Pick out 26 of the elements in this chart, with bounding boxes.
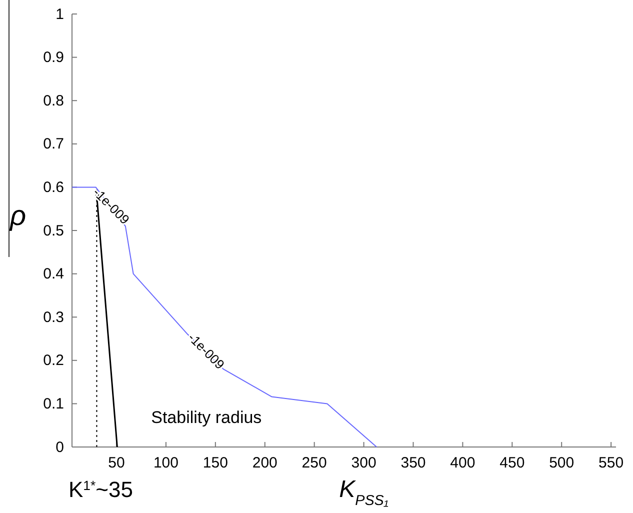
y-tick-label: 0.1 [43, 396, 64, 412]
x-tick-label: 500 [549, 454, 574, 472]
ref-line-label: K$^{1*}$~35 [68, 477, 133, 502]
y-tick-label: 1 [56, 6, 64, 23]
x-tick-label: 150 [202, 454, 228, 472]
x-tick-label: 450 [500, 454, 525, 472]
x-tick-label: 100 [153, 454, 178, 472]
x-tick-label: 350 [400, 454, 426, 472]
y-tick-label: 0.5 [43, 222, 64, 240]
annotation: Stability radius [151, 408, 262, 428]
x-tick-label: 400 [450, 454, 476, 472]
x-tick-label: 50 [108, 454, 125, 472]
y-tick-label: 0.2 [43, 352, 64, 370]
y-tick-label: 0.6 [43, 179, 64, 196]
y-tick-label: 0.9 [43, 49, 64, 66]
y-tick-label: 0 [56, 438, 64, 456]
y-axis-title: ρ [8, 200, 26, 231]
y-tick-label: 0.3 [43, 308, 64, 326]
y-tick-label: 0.7 [43, 136, 64, 153]
x-tick-label: 300 [351, 454, 376, 472]
x-tick-label: 200 [252, 454, 278, 472]
y-tick-label: 0.8 [43, 92, 64, 110]
x-tick-label: 550 [598, 454, 624, 472]
x-tick-label: 250 [302, 454, 327, 472]
x-axis-title: K$_{PSS₁}$ [339, 476, 389, 509]
y-tick-label: 0.4 [43, 266, 64, 283]
